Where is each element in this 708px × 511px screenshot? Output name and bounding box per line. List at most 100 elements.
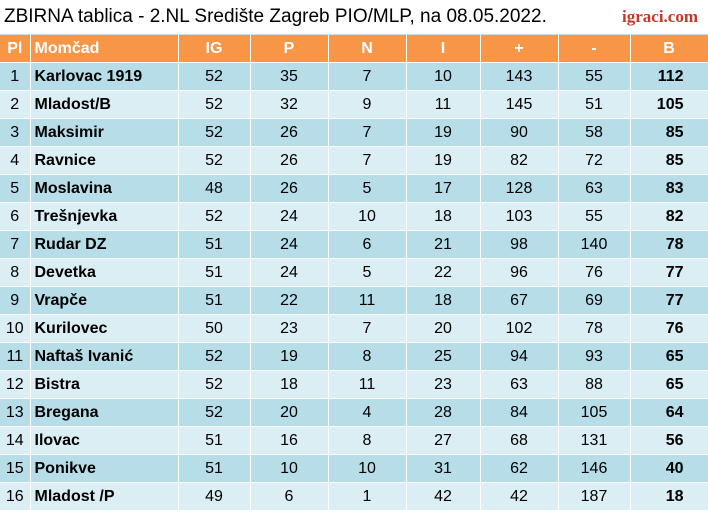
standings-table: Pl Momčad IG P N I + - B 1 Karlovac 1919 5… bbox=[0, 35, 708, 511]
losses-cell: 31 bbox=[406, 454, 481, 483]
position-cell: 13 bbox=[0, 398, 31, 427]
goals-for-cell: 143 bbox=[480, 62, 559, 91]
points-cell: 65 bbox=[630, 342, 708, 371]
position-cell: 5 bbox=[0, 174, 31, 203]
table-row: 6 Trešnjevka 52 24 10 18 103 55 82 bbox=[0, 202, 708, 231]
draws-cell: 10 bbox=[328, 202, 407, 231]
page-title: ZBIRNA tablica - 2.NL Središte Zagreb PI… bbox=[4, 6, 547, 27]
goals-for-cell: 90 bbox=[480, 118, 559, 147]
played-cell: 52 bbox=[178, 62, 251, 91]
points-cell: 76 bbox=[630, 314, 708, 343]
team-cell: Bistra bbox=[30, 370, 179, 399]
col-header-played[interactable]: IG bbox=[178, 35, 251, 63]
draws-cell: 8 bbox=[328, 342, 407, 371]
draws-cell: 8 bbox=[328, 426, 407, 455]
table-row: 1 Karlovac 1919 52 35 7 10 143 55 112 bbox=[0, 62, 708, 91]
wins-cell: 10 bbox=[250, 454, 329, 483]
goals-against-cell: 63 bbox=[558, 174, 631, 203]
table-row: 7 Rudar DZ 51 24 6 21 98 140 78 bbox=[0, 230, 708, 259]
draws-cell: 11 bbox=[328, 370, 407, 399]
goals-against-cell: 58 bbox=[558, 118, 631, 147]
played-cell: 52 bbox=[178, 398, 251, 427]
goals-for-cell: 62 bbox=[480, 454, 559, 483]
team-cell: Moslavina bbox=[30, 174, 179, 203]
col-header-losses[interactable]: I bbox=[406, 35, 481, 63]
brand-logo[interactable]: igraci.com bbox=[622, 7, 698, 26]
goals-against-cell: 131 bbox=[558, 426, 631, 455]
col-header-team[interactable]: Momčad bbox=[30, 35, 179, 63]
wins-cell: 26 bbox=[250, 146, 329, 175]
draws-cell: 4 bbox=[328, 398, 407, 427]
position-cell: 7 bbox=[0, 230, 31, 259]
col-header-draws[interactable]: N bbox=[328, 35, 407, 63]
position-cell: 3 bbox=[0, 118, 31, 147]
position-cell: 1 bbox=[0, 62, 31, 91]
draws-cell: 1 bbox=[328, 482, 407, 511]
played-cell: 52 bbox=[178, 118, 251, 147]
losses-cell: 27 bbox=[406, 426, 481, 455]
team-cell: Trešnjevka bbox=[30, 202, 179, 231]
goals-against-cell: 69 bbox=[558, 286, 631, 315]
played-cell: 48 bbox=[178, 174, 251, 203]
played-cell: 50 bbox=[178, 314, 251, 343]
title-row: ZBIRNA tablica - 2.NL Središte Zagreb PI… bbox=[0, 0, 708, 35]
losses-cell: 21 bbox=[406, 230, 481, 259]
played-cell: 51 bbox=[178, 286, 251, 315]
goals-for-cell: 42 bbox=[480, 482, 559, 511]
table-row: 11 Naftaš Ivanić 52 19 8 25 94 93 65 bbox=[0, 342, 708, 371]
points-cell: 78 bbox=[630, 230, 708, 259]
wins-cell: 26 bbox=[250, 174, 329, 203]
position-cell: 12 bbox=[0, 370, 31, 399]
wins-cell: 16 bbox=[250, 426, 329, 455]
team-cell: Naftaš Ivanić bbox=[30, 342, 179, 371]
team-cell: Vrapče bbox=[30, 286, 179, 315]
played-cell: 52 bbox=[178, 370, 251, 399]
draws-cell: 7 bbox=[328, 146, 407, 175]
position-cell: 8 bbox=[0, 258, 31, 287]
points-cell: 85 bbox=[630, 146, 708, 175]
goals-for-cell: 82 bbox=[480, 146, 559, 175]
team-cell: Rudar DZ bbox=[30, 230, 179, 259]
played-cell: 52 bbox=[178, 90, 251, 119]
played-cell: 52 bbox=[178, 342, 251, 371]
goals-against-cell: 51 bbox=[558, 90, 631, 119]
points-cell: 83 bbox=[630, 174, 708, 203]
table-row: 3 Maksimir 52 26 7 19 90 58 85 bbox=[0, 118, 708, 147]
points-cell: 77 bbox=[630, 286, 708, 315]
table-row: 13 Bregana 52 20 4 28 84 105 64 bbox=[0, 398, 708, 427]
table-row: 9 Vrapče 51 22 11 18 67 69 77 bbox=[0, 286, 708, 315]
position-cell: 15 bbox=[0, 454, 31, 483]
losses-cell: 19 bbox=[406, 146, 481, 175]
col-header-goals-for[interactable]: + bbox=[480, 35, 559, 63]
losses-cell: 11 bbox=[406, 90, 481, 119]
goals-for-cell: 68 bbox=[480, 426, 559, 455]
wins-cell: 26 bbox=[250, 118, 329, 147]
points-cell: 56 bbox=[630, 426, 708, 455]
draws-cell: 10 bbox=[328, 454, 407, 483]
losses-cell: 42 bbox=[406, 482, 481, 511]
draws-cell: 7 bbox=[328, 314, 407, 343]
col-header-points[interactable]: B bbox=[630, 35, 708, 63]
goals-against-cell: 93 bbox=[558, 342, 631, 371]
col-header-position[interactable]: Pl bbox=[0, 35, 31, 63]
draws-cell: 7 bbox=[328, 118, 407, 147]
col-header-goals-against[interactable]: - bbox=[558, 35, 631, 63]
losses-cell: 23 bbox=[406, 370, 481, 399]
draws-cell: 7 bbox=[328, 62, 407, 91]
losses-cell: 19 bbox=[406, 118, 481, 147]
wins-cell: 22 bbox=[250, 286, 329, 315]
goals-for-cell: 96 bbox=[480, 258, 559, 287]
table-row: 5 Moslavina 48 26 5 17 128 63 83 bbox=[0, 174, 708, 203]
points-cell: 64 bbox=[630, 398, 708, 427]
goals-against-cell: 187 bbox=[558, 482, 631, 511]
table-row: 12 Bistra 52 18 11 23 63 88 65 bbox=[0, 370, 708, 399]
team-cell: Kurilovec bbox=[30, 314, 179, 343]
position-cell: 9 bbox=[0, 286, 31, 315]
draws-cell: 6 bbox=[328, 230, 407, 259]
wins-cell: 24 bbox=[250, 202, 329, 231]
wins-cell: 32 bbox=[250, 90, 329, 119]
table-row: 16 Mladost /P 49 6 1 42 42 187 18 bbox=[0, 482, 708, 511]
position-cell: 2 bbox=[0, 90, 31, 119]
col-header-wins[interactable]: P bbox=[250, 35, 329, 63]
